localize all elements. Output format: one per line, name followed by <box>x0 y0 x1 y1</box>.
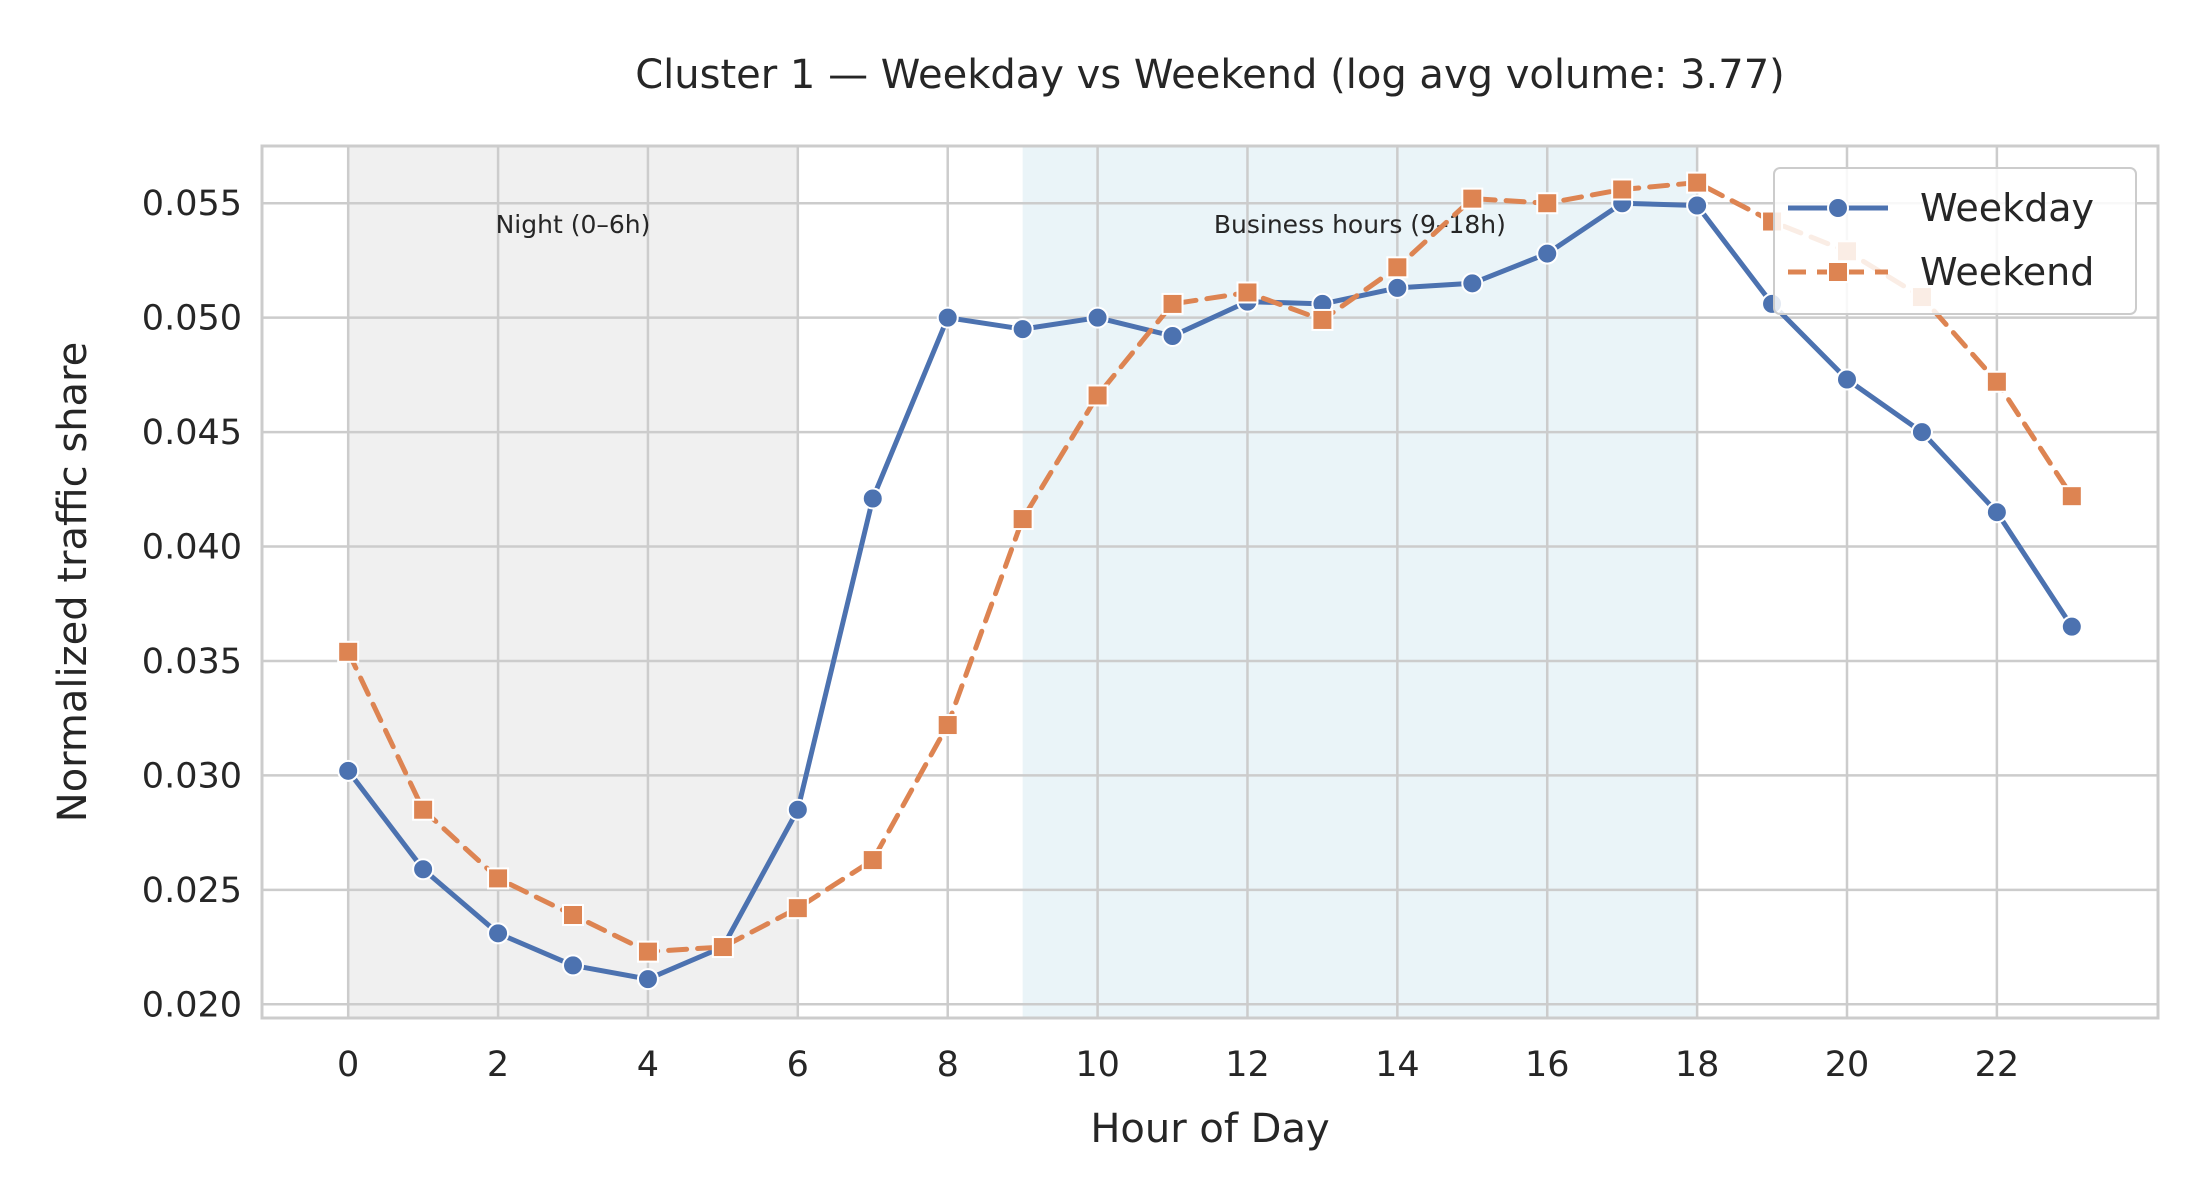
data-point-weekend-22 <box>1985 370 2008 393</box>
data-point-weekday-22 <box>1985 501 2008 524</box>
data-point-weekday-15 <box>1461 272 1484 295</box>
data-point-weekday-11 <box>1161 324 1184 347</box>
series-line-weekday <box>345 200 2075 982</box>
legend-label-weekday: Weekday <box>1920 186 2094 230</box>
series-weekday <box>337 192 2083 991</box>
x-tick-label-9: 18 <box>1675 1045 1720 1085</box>
data-point-weekday-4 <box>636 968 659 991</box>
data-point-weekend-10 <box>1086 384 1109 407</box>
x-tick-label-2: 4 <box>637 1045 659 1085</box>
x-tick-label-7: 14 <box>1375 1045 1420 1085</box>
x-tick-label-1: 2 <box>487 1045 509 1085</box>
y-tick-label-6: 0.050 <box>142 299 242 339</box>
data-point-weekday-20 <box>1835 368 1858 391</box>
legend-marker-weekday <box>1827 197 1849 219</box>
chart-title: Cluster 1 — Weekday vs Weekend (log avg … <box>635 52 1785 98</box>
y-tick-label-3: 0.035 <box>142 642 242 682</box>
y-axis-ticks: 0.020 0.025 0.030 0.035 0.040 0.045 0.050 0.055 <box>142 184 242 1025</box>
x-tick-label-11: 22 <box>1975 1045 2020 1085</box>
x-axis-label: Hour of Day <box>1090 1106 1329 1152</box>
shaded-region-0 <box>348 146 798 1018</box>
legend: Weekday Weekend <box>1773 167 2137 315</box>
shaded-region-1 <box>1022 146 1698 1018</box>
y-tick-label-4: 0.040 <box>142 528 242 568</box>
data-point-weekend-11 <box>1161 292 1184 315</box>
legend-marker-weekend <box>1827 261 1849 283</box>
y-axis-label: Normalized traffic share <box>50 342 96 822</box>
data-point-weekday-10 <box>1086 306 1109 329</box>
legend-label-weekend: Weekend <box>1920 250 2094 294</box>
x-tick-label-0: 0 <box>337 1045 359 1085</box>
y-tick-label-1: 0.025 <box>142 871 242 911</box>
x-tick-label-10: 20 <box>1825 1045 1870 1085</box>
data-point-weekend-3 <box>562 904 585 927</box>
y-tick-label-0: 0.020 <box>142 985 242 1025</box>
data-point-weekday-0 <box>337 759 360 782</box>
data-point-weekday-6 <box>786 798 809 821</box>
x-tick-label-3: 6 <box>787 1045 809 1085</box>
data-series <box>337 171 2083 991</box>
y-tick-label-5: 0.045 <box>142 413 242 453</box>
shaded-region-label-0: Night (0–6h) <box>496 210 651 239</box>
data-point-weekday-7 <box>861 487 884 510</box>
data-point-weekend-15 <box>1461 187 1484 210</box>
x-tick-label-5: 10 <box>1075 1045 1120 1085</box>
data-point-weekday-14 <box>1386 276 1409 299</box>
data-point-weekday-2 <box>487 922 510 945</box>
data-point-weekday-23 <box>2060 615 2083 638</box>
data-point-weekend-0 <box>337 640 360 663</box>
data-point-weekend-5 <box>711 936 734 959</box>
data-point-weekday-8 <box>936 306 959 329</box>
data-point-weekend-13 <box>1311 308 1334 331</box>
shaded-region-labels: Night (0–6h) Business hours (9–18h) <box>496 210 1506 239</box>
plot-frame <box>260 144 2160 1020</box>
data-point-weekday-18 <box>1686 194 1709 217</box>
data-point-weekend-1 <box>412 798 435 821</box>
data-point-weekend-23 <box>2060 485 2083 508</box>
y-tick-label-2: 0.030 <box>142 756 242 796</box>
data-point-weekday-1 <box>412 858 435 881</box>
shaded-regions <box>348 146 1698 1018</box>
data-point-weekend-2 <box>487 867 510 890</box>
data-point-weekend-14 <box>1386 256 1409 279</box>
x-axis-ticks: 0 2 4 6 8 10 12 14 16 18 20 22 <box>337 1045 2019 1085</box>
x-tick-label-8: 16 <box>1525 1045 1570 1085</box>
data-point-weekend-7 <box>861 849 884 872</box>
data-point-weekend-17 <box>1611 178 1634 201</box>
data-point-weekend-18 <box>1686 171 1709 194</box>
data-point-weekend-8 <box>936 714 959 737</box>
x-tick-label-4: 8 <box>937 1045 959 1085</box>
shaded-region-label-1: Business hours (9–18h) <box>1214 210 1506 239</box>
x-tick-label-6: 12 <box>1225 1045 1270 1085</box>
data-point-weekday-9 <box>1011 318 1034 341</box>
data-point-weekend-6 <box>786 897 809 920</box>
data-point-weekend-4 <box>636 940 659 963</box>
data-point-weekend-16 <box>1536 192 1559 215</box>
data-point-weekend-12 <box>1236 281 1259 304</box>
data-point-weekday-21 <box>1910 421 1933 444</box>
legend-box <box>1773 167 2137 315</box>
y-tick-label-7: 0.055 <box>142 184 242 224</box>
data-point-weekend-9 <box>1011 508 1034 531</box>
data-point-weekday-3 <box>562 954 585 977</box>
data-point-weekday-16 <box>1536 242 1559 265</box>
